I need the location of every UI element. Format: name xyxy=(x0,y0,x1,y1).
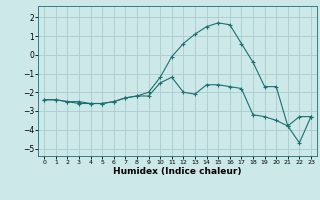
X-axis label: Humidex (Indice chaleur): Humidex (Indice chaleur) xyxy=(113,167,242,176)
